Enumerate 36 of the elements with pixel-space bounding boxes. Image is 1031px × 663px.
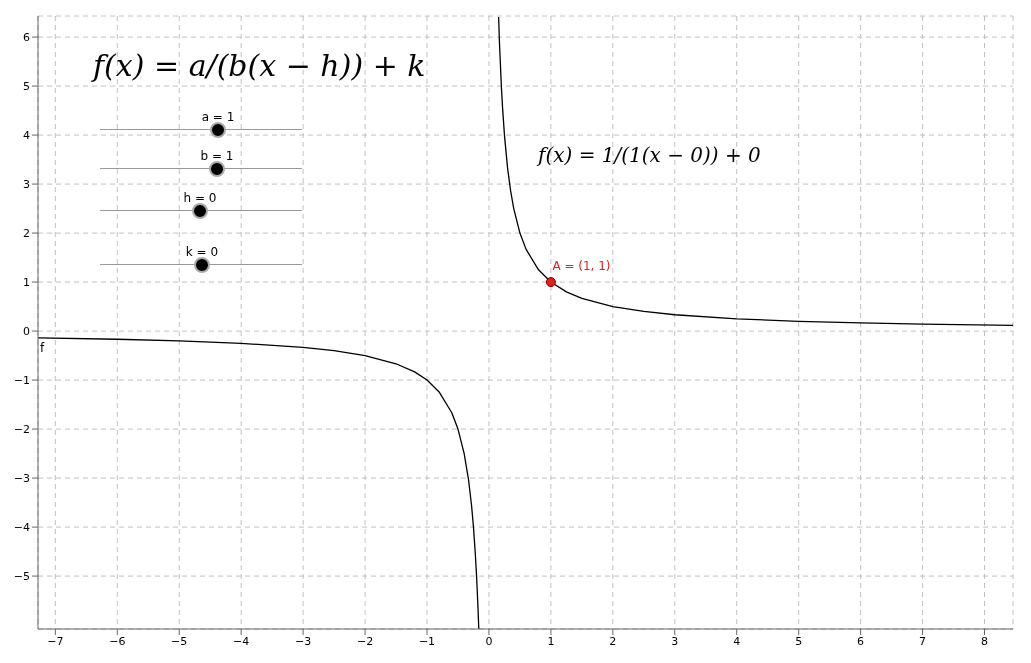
x-tick-label: 2 [609,634,617,648]
x-tick-label: 4 [733,634,741,648]
y-tick-label: 4 [23,128,30,142]
x-tick-label: 5 [795,634,803,648]
series-label: A = (1, 1) [552,258,611,273]
y-tick-label: 5 [23,79,30,93]
y-tick-label: −4 [13,520,30,534]
y-tick-label: 3 [23,177,30,191]
y-tick-label: 0 [23,324,30,338]
annotation: a = 1 [200,110,236,124]
x-tick-label: 6 [857,634,865,648]
x-tick-label: −1 [418,634,436,648]
y-tick-label: −5 [13,569,30,583]
y-tick-label: −2 [13,422,30,436]
y-tick-label: −3 [13,471,30,485]
x-tick-label: −2 [356,634,374,648]
x-tick-label: −5 [171,634,188,648]
x-tick-label: 0 [485,634,493,648]
x-tick-label: −7 [47,634,64,648]
annotation: h = 0 [182,191,218,205]
series-label: f [40,340,45,355]
y-tick-label: 1 [23,275,30,289]
x-tick-label: −4 [233,634,250,648]
annotation: k = 0 [184,245,220,259]
x-tick-label: 1 [547,634,555,648]
x-tick-label: 3 [671,634,679,648]
x-tick-label: −3 [295,634,312,648]
y-tick-label: −1 [13,373,30,387]
x-tick-label: −6 [109,634,126,648]
x-tick-label: 7 [919,634,927,648]
annotation: f(x) = 1/(1(x − 0)) + 0 [538,143,761,167]
y-tick-label: 6 [23,30,30,44]
annotation: b = 1 [199,149,235,163]
y-tick-label: 2 [23,226,30,240]
x-tick-label: 8 [981,634,989,648]
annotation: f(x) = a/(b(x − h)) + k [93,48,426,83]
